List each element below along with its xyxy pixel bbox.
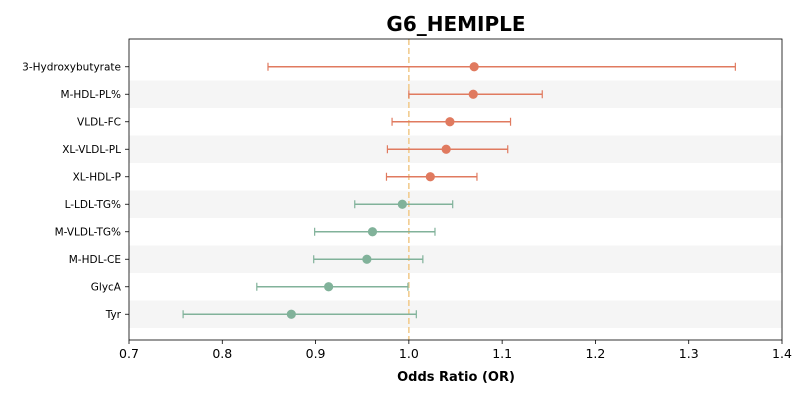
y-tick-label: XL-HDL-P bbox=[73, 171, 121, 183]
forest-marks bbox=[182, 62, 736, 319]
y-tick-label: GlycA bbox=[91, 281, 122, 293]
forest-row bbox=[408, 89, 543, 99]
x-tick-label: 1.0 bbox=[399, 346, 419, 361]
x-axis: 0.7 0.8 0.9 1.0 1.1 1.2 1.3 1.4 bbox=[119, 340, 792, 361]
or-point bbox=[468, 89, 478, 99]
forest-row bbox=[313, 254, 424, 264]
x-tick-label: 0.9 bbox=[306, 346, 326, 361]
or-point bbox=[367, 227, 378, 237]
forest-row bbox=[386, 144, 509, 154]
or-point bbox=[286, 309, 296, 319]
forest-row bbox=[391, 117, 512, 127]
forest-row bbox=[267, 62, 736, 72]
y-tick-label: 3-Hydroxybutyrate bbox=[22, 61, 121, 73]
y-tick-label: M-VLDL-TG% bbox=[55, 226, 121, 238]
y-tick-label: Tyr bbox=[105, 309, 122, 321]
y-tick-label: XL-VLDL-PL bbox=[62, 144, 121, 156]
or-point bbox=[397, 199, 407, 209]
or-point bbox=[425, 172, 435, 182]
y-axis: 3-Hydroxybutyrate M-HDL-PL% VLDL-FC XL-VLDL… bbox=[22, 61, 129, 321]
y-tick-label: L-LDL-TG% bbox=[65, 199, 121, 211]
y-tick-label: VLDL-FC bbox=[77, 116, 121, 128]
forest-row bbox=[256, 282, 409, 292]
row-band bbox=[129, 190, 782, 218]
x-tick-label: 1.3 bbox=[679, 346, 699, 361]
x-tick-label: 0.8 bbox=[212, 346, 232, 361]
x-tick-label: 1.2 bbox=[585, 346, 605, 361]
row-band bbox=[129, 245, 782, 273]
or-point bbox=[441, 144, 451, 154]
forest-row bbox=[385, 172, 478, 182]
plot-frame bbox=[128, 38, 783, 341]
row-bands bbox=[129, 80, 782, 328]
x-axis-label: Odds Ratio (OR) bbox=[397, 370, 515, 385]
y-tick-label: M-HDL-CE bbox=[69, 254, 121, 266]
x-tick-label: 1.1 bbox=[492, 346, 512, 361]
x-tick-label: 0.7 bbox=[119, 346, 139, 361]
x-tick-label: 1.4 bbox=[772, 346, 792, 361]
y-tick-label: M-HDL-PL% bbox=[61, 89, 121, 101]
or-point bbox=[469, 62, 479, 72]
forest-row bbox=[354, 199, 454, 209]
chart-title: G6_HEMIPLE bbox=[386, 12, 525, 36]
forest-row bbox=[314, 227, 436, 237]
forest-row bbox=[182, 309, 417, 319]
or-point bbox=[362, 254, 372, 264]
or-point bbox=[324, 282, 334, 292]
or-point bbox=[445, 117, 455, 127]
